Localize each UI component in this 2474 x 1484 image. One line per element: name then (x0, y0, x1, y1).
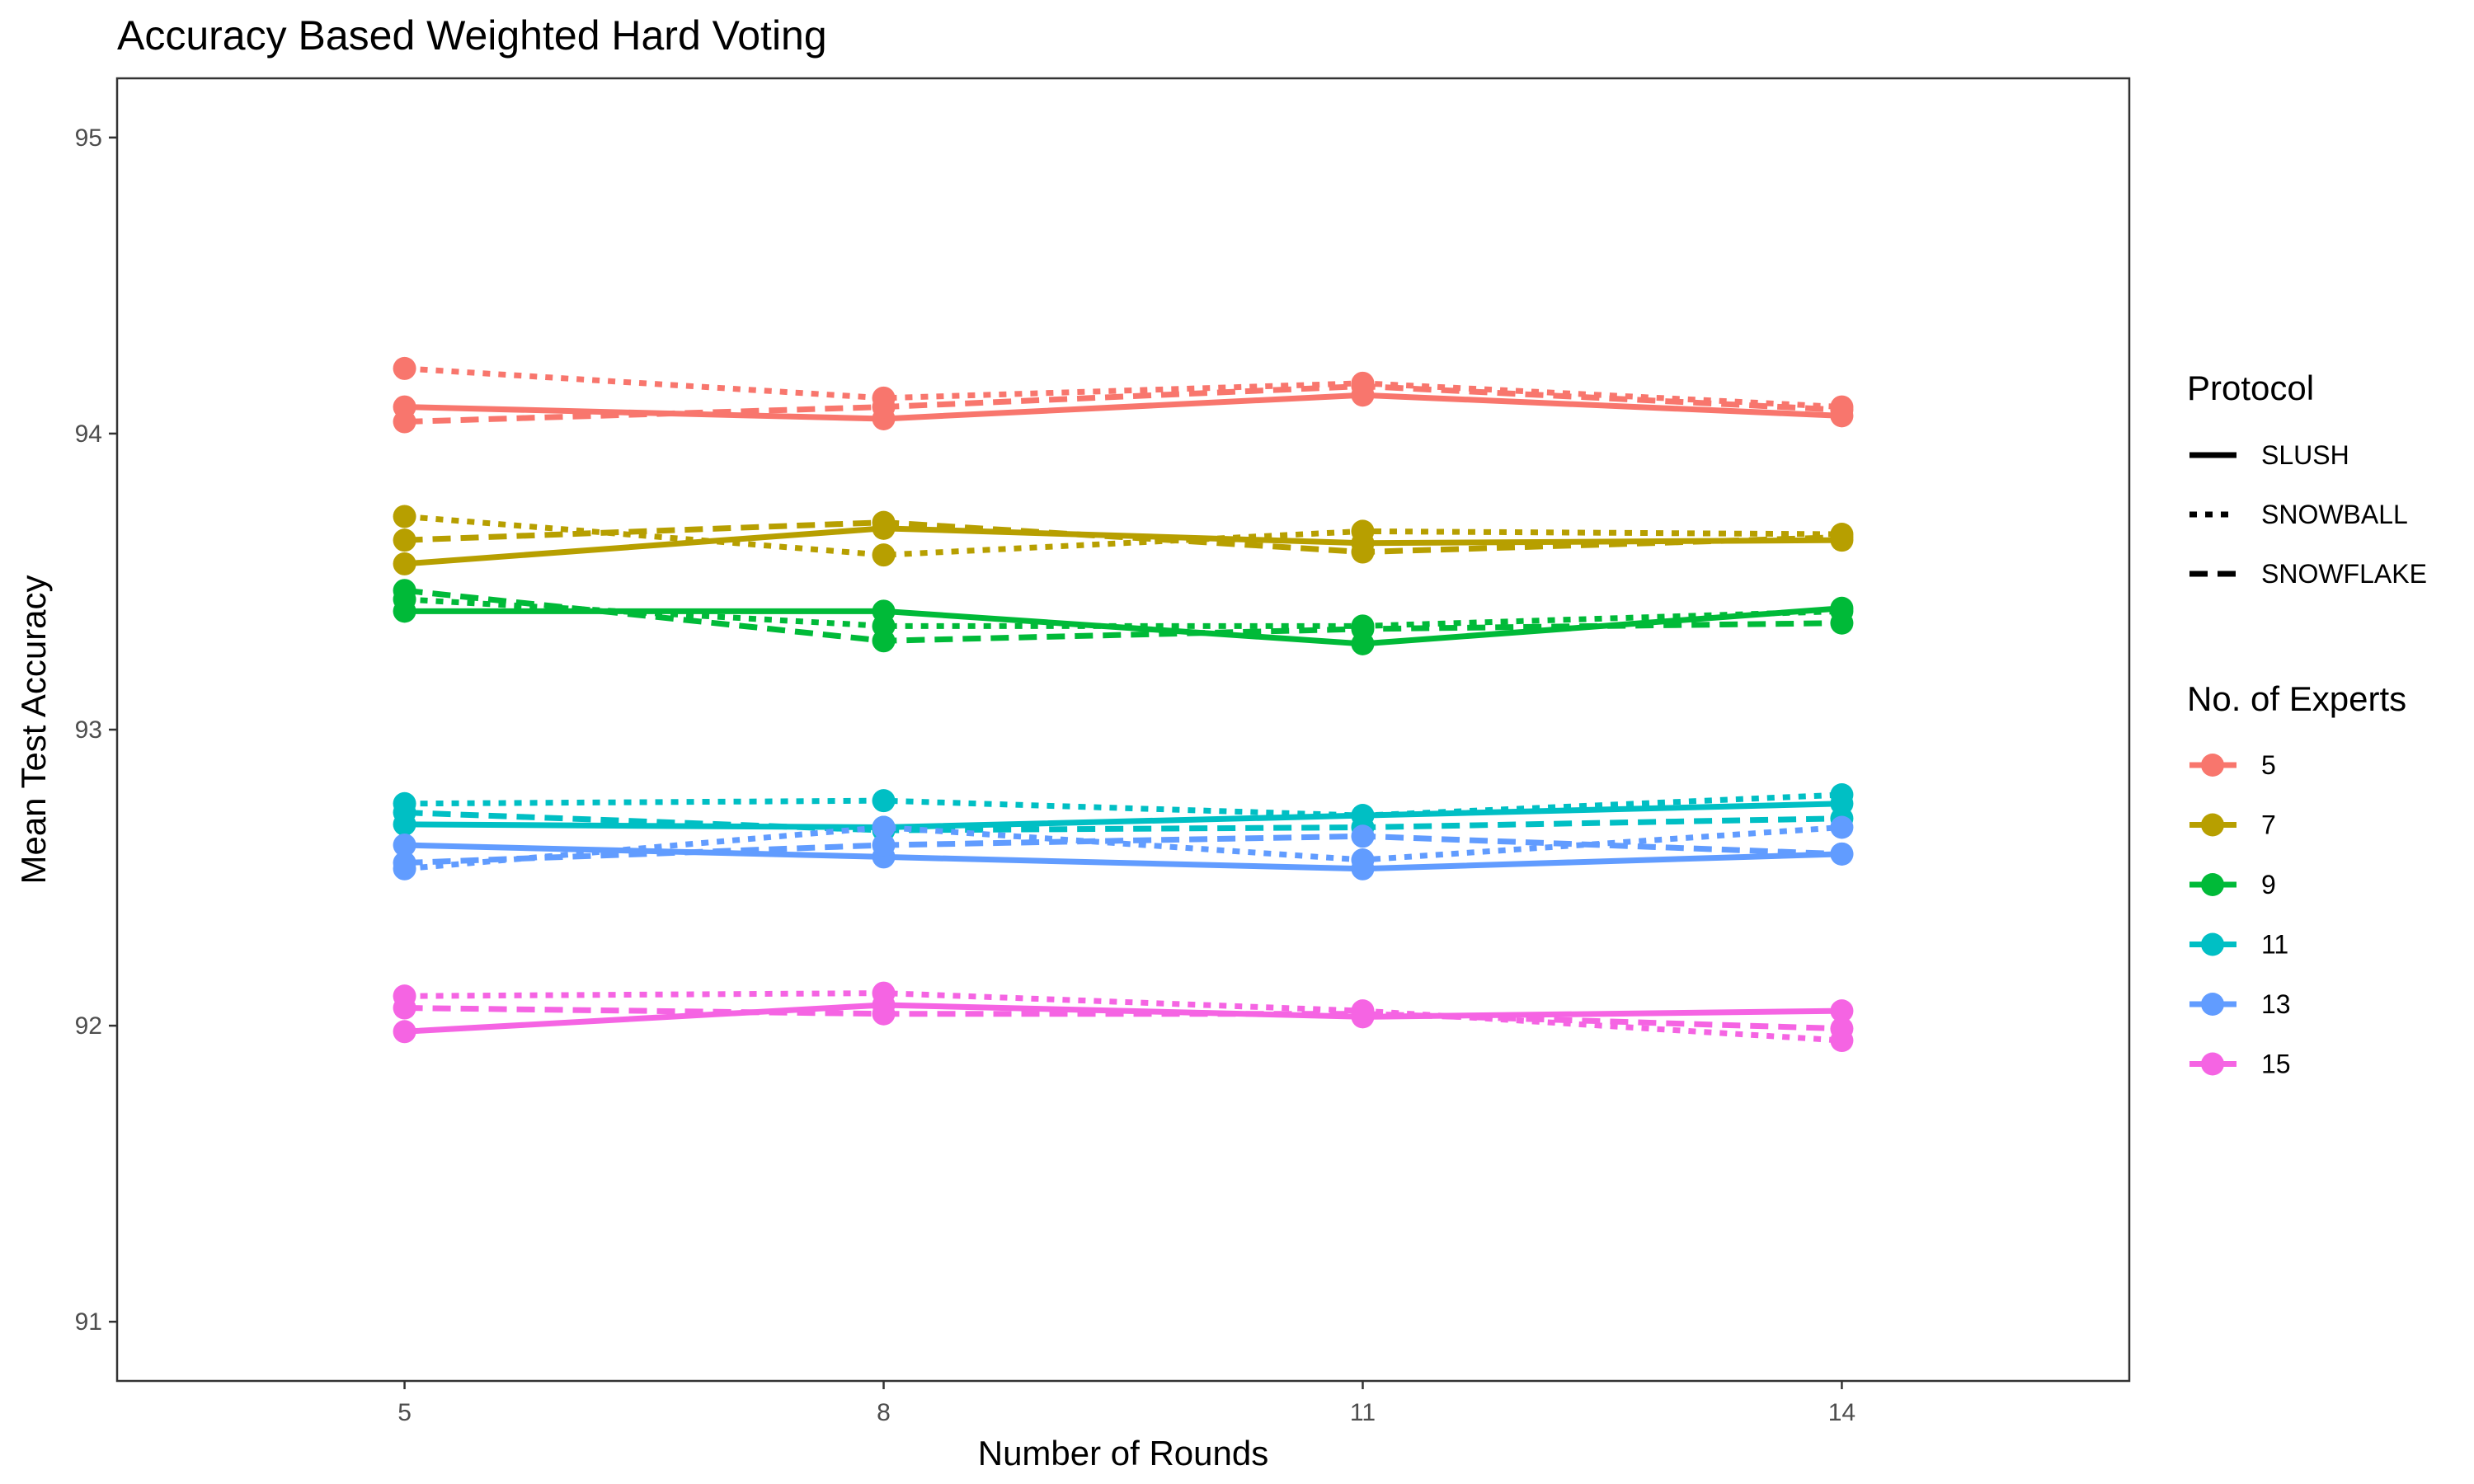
legend: Protocol SLUSH SNOWBALL SNOWFLAKE No. of E… (2187, 369, 2427, 1079)
data-point (1351, 374, 1375, 398)
legend-experts-label: 11 (2261, 930, 2288, 960)
data-point (393, 410, 416, 434)
legend-experts-label: 5 (2261, 750, 2276, 780)
series-line (404, 842, 1842, 872)
series-13-snowflake (393, 824, 1854, 875)
series-line (404, 587, 1842, 644)
legend-experts-key-point (2201, 873, 2224, 896)
y-tick-label: 95 (75, 124, 102, 152)
x-tick-label: 11 (1350, 1399, 1376, 1426)
chart-title: Accuracy Based Weighted Hard Voting (117, 12, 827, 59)
series-9-snowflake (393, 579, 1854, 653)
data-point (1830, 783, 1854, 806)
data-point (393, 356, 416, 380)
series-line (404, 824, 1842, 872)
data-point (872, 789, 896, 813)
series-line (404, 596, 1842, 629)
data-point (393, 505, 416, 528)
series-line (404, 791, 1842, 819)
data-point (872, 543, 896, 567)
data-point (393, 801, 416, 824)
data-point (1351, 1002, 1375, 1026)
series-13-snowball (393, 815, 1854, 881)
series-line (404, 365, 1842, 411)
data-point (1830, 611, 1854, 635)
data-point (393, 834, 416, 857)
y-tick-label: 91 (75, 1308, 102, 1336)
x-axis: 5 8 11 14 (397, 1381, 1856, 1426)
data-point (1830, 525, 1854, 549)
series-15-snowflake (393, 996, 1854, 1040)
series-line (404, 1005, 1842, 1032)
legend-experts-label: 7 (2261, 810, 2276, 840)
series-line (404, 519, 1842, 556)
y-tick-label: 93 (75, 716, 102, 744)
data-point (393, 851, 416, 875)
legend-experts-key-point (2201, 993, 2224, 1016)
legend-experts-key-point (2201, 813, 2224, 837)
data-point (393, 996, 416, 1020)
data-point (393, 552, 416, 575)
data-point (393, 579, 416, 603)
legend-experts-label: 13 (2261, 989, 2291, 1019)
legend-protocol-label: SNOWFLAKE (2261, 559, 2427, 589)
y-axis: 91 92 93 94 95 (75, 124, 117, 1336)
legend-protocol-label: SNOWBALL (2261, 500, 2408, 529)
legend-protocol-title: Protocol (2187, 369, 2314, 407)
series-line (404, 1002, 1842, 1035)
legend-experts-label: 15 (2261, 1050, 2291, 1079)
legend-experts-key-point (2201, 1052, 2224, 1076)
y-tick-label: 92 (75, 1012, 102, 1040)
plot-panel (115, 77, 2131, 1383)
data-point (1351, 848, 1375, 871)
data-point (1830, 999, 1854, 1023)
legend-experts-title: No. of Experts (2187, 679, 2406, 718)
legend-protocol-label: SLUSH (2261, 440, 2349, 470)
legend-experts-key-point (2201, 754, 2224, 777)
series-5-snowflake (393, 374, 1854, 434)
data-point (393, 1020, 416, 1044)
series-line (404, 513, 1842, 558)
series-7-snowflake (393, 510, 1854, 564)
data-point (872, 395, 896, 419)
data-point (1351, 824, 1375, 848)
legend-experts-label: 9 (2261, 870, 2276, 899)
data-point (1830, 398, 1854, 422)
data-point (872, 1002, 896, 1026)
data-point (1830, 1017, 1854, 1040)
data-point (872, 510, 896, 534)
series-line (404, 525, 1842, 567)
data-point (872, 834, 896, 857)
x-tick-label: 8 (877, 1399, 891, 1426)
x-tick-label: 14 (1828, 1399, 1856, 1426)
x-tick-label: 5 (397, 1399, 412, 1426)
data-point (1830, 815, 1854, 839)
series-line (404, 383, 1842, 425)
data-point (872, 629, 896, 653)
data-point (1351, 540, 1375, 564)
legend-experts: 5 7 9 11 13 15 (2189, 750, 2291, 1079)
x-axis-title: Number of Rounds (978, 1434, 1269, 1472)
data-point (1830, 842, 1854, 866)
data-point (872, 815, 896, 839)
series-line (404, 990, 1842, 1044)
legend-protocol: SLUSH SNOWBALL SNOWFLAKE (2189, 440, 2427, 589)
series-line (404, 810, 1842, 834)
y-tick-label: 94 (75, 420, 102, 448)
legend-experts-key-point (2201, 932, 2224, 956)
data-point (393, 528, 416, 552)
series-line (404, 833, 1842, 866)
y-axis-title: Mean Test Accuracy (14, 575, 53, 884)
series-line (404, 801, 1842, 830)
series-layer (393, 356, 1854, 1053)
data-point (872, 981, 896, 1005)
data-point (1351, 617, 1375, 641)
data-point (1351, 519, 1375, 543)
